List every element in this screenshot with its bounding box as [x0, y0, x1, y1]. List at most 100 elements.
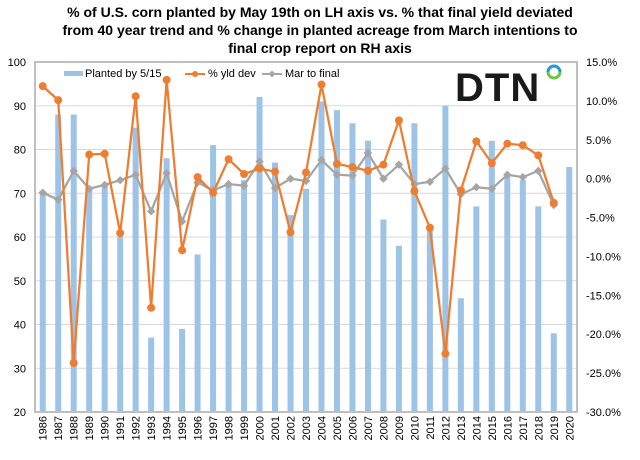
point-mar-to-final [38, 188, 47, 197]
point-mar-to-final [503, 170, 512, 179]
point-mar-to-final [487, 184, 497, 193]
x-tick-label: 1991 [115, 416, 127, 440]
point-mar-to-final [69, 166, 78, 176]
point-mar-to-final [255, 157, 264, 166]
point-yld-dev [240, 170, 249, 178]
dtn-logo-ring-top [546, 64, 562, 73]
point-mar-to-final [239, 181, 249, 190]
point-yld-dev [116, 229, 125, 238]
bar-planted [148, 337, 155, 412]
right-tick-label: -10.0% [586, 251, 621, 263]
point-mar-to-final [317, 155, 326, 165]
left-tick-label: 90 [14, 101, 26, 113]
point-yld-dev [193, 173, 202, 182]
bar-planted [504, 175, 511, 412]
right-tick-label: 15.0% [586, 57, 617, 69]
x-tick-label: 2008 [378, 416, 390, 440]
bar-planted [519, 180, 526, 412]
bar-planted [287, 215, 294, 412]
left-tick-label: 30 [14, 363, 26, 375]
point-yld-dev [286, 228, 295, 237]
x-tick-label: 1988 [69, 416, 81, 440]
bar-planted [535, 206, 542, 412]
bar-planted [457, 298, 464, 412]
point-mar-to-final [363, 148, 373, 158]
point-mar-to-final [301, 176, 311, 186]
x-axis-ticks: 1986 1987 1988 1989 1990 1991 1992 1993 1994 1995… [38, 416, 577, 440]
bar-planted [349, 123, 356, 412]
bar-planted [70, 114, 77, 412]
chart-title: % of U.S. corn planted by May 19th on LH… [0, 3, 640, 57]
point-yld-dev [54, 96, 63, 105]
point-mar-to-final [332, 170, 342, 179]
left-tick-label: 80 [14, 145, 26, 157]
x-tick-label: 2019 [549, 416, 561, 440]
x-tick-label: 2015 [487, 416, 499, 440]
line-yld-dev [41, 78, 555, 365]
point-yld-dev [332, 159, 341, 168]
x-tick-label: 2017 [518, 416, 530, 440]
point-yld-dev [472, 137, 481, 146]
point-yld-dev [162, 75, 171, 84]
chart-title-line-2: from 40 year trend and % change in plant… [62, 22, 578, 38]
point-yld-dev [147, 303, 156, 312]
bar-series-planted [39, 97, 573, 412]
point-yld-dev [131, 92, 140, 101]
bar-planted [426, 228, 433, 412]
point-yld-dev [394, 116, 403, 125]
x-tick-label: 1989 [84, 416, 96, 440]
point-mar-to-final [224, 179, 233, 189]
point-mar-to-final [162, 169, 171, 178]
bar-planted [395, 245, 402, 412]
x-tick-label: 1999 [239, 416, 251, 440]
right-tick-label: -25.0% [586, 368, 621, 380]
bar-planted [39, 193, 46, 412]
bar-planted [210, 145, 217, 412]
x-tick-label: 2010 [409, 416, 421, 440]
x-tick-label: 1986 [38, 416, 50, 440]
point-yld-dev [549, 198, 558, 207]
bar-planted [303, 188, 309, 412]
plot-area-border [34, 61, 578, 413]
x-tick-label: 2000 [255, 416, 267, 440]
right-tick-label: -5.0% [586, 213, 615, 225]
legend-label-mar-final: Mar to final [285, 68, 339, 80]
bar-planted [272, 162, 279, 412]
x-tick-label: 1990 [100, 416, 112, 440]
point-mar-to-final [348, 171, 357, 180]
bar-planted [179, 328, 186, 412]
x-tick-label: 1996 [193, 416, 205, 440]
bar-planted [163, 158, 170, 412]
point-yld-dev [410, 187, 419, 196]
bar-planted [241, 180, 248, 412]
x-tick-label: 2007 [363, 416, 375, 440]
bar-planted [411, 123, 418, 412]
legend: Planted by 5/15 % yld dev Mar to final [64, 68, 339, 80]
left-tick-label: 60 [14, 232, 26, 244]
point-yld-dev [302, 168, 310, 177]
x-tick-label: 1987 [53, 416, 65, 440]
point-mar-to-final [394, 160, 404, 169]
point-yld-dev [85, 150, 94, 159]
legend-label-yld-dev: % yld dev [208, 68, 256, 80]
right-tick-label: 0.0% [586, 174, 611, 186]
bar-planted [380, 219, 387, 412]
x-tick-label: 1998 [224, 416, 236, 440]
bar-planted [488, 140, 495, 412]
point-mar-to-final [54, 195, 63, 204]
dtn-logo: DTN [455, 64, 562, 110]
line-mar-to-final [42, 151, 555, 223]
x-tick-label: 2004 [316, 416, 328, 440]
point-yld-dev [456, 186, 465, 195]
bar-planted [132, 127, 139, 412]
point-mar-to-final [534, 166, 543, 176]
bar-planted [473, 206, 480, 412]
point-yld-dev [363, 166, 372, 175]
dtn-logo-text: DTN [455, 66, 540, 110]
x-tick-label: 1992 [131, 416, 143, 440]
point-yld-dev [379, 160, 388, 169]
x-tick-label: 2012 [440, 416, 452, 440]
x-tick-label: 2005 [332, 416, 344, 440]
bar-planted [101, 184, 108, 412]
right-tick-label: 5.0% [586, 135, 611, 147]
